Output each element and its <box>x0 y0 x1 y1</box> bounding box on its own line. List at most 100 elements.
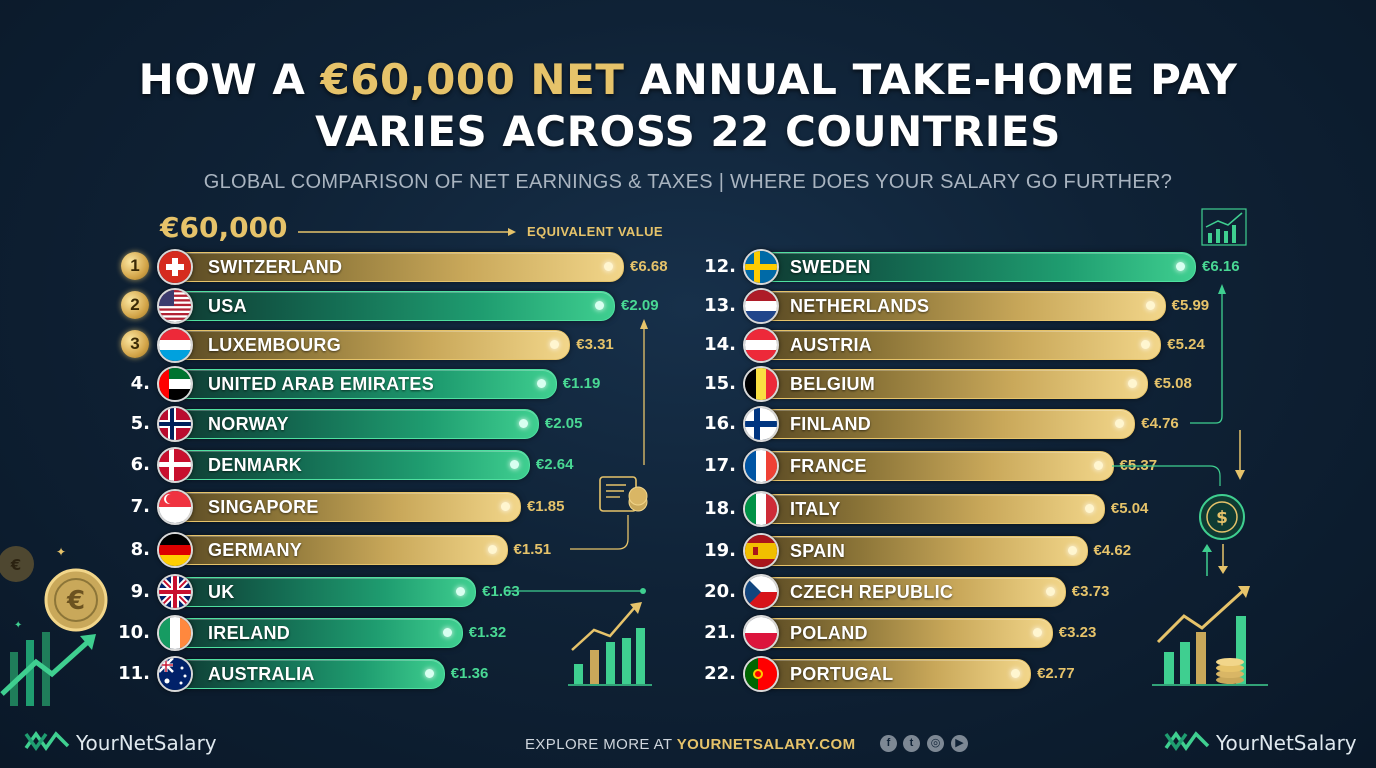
rank-label: 9. <box>130 581 150 602</box>
country-bar <box>174 618 463 648</box>
country-bar <box>174 492 521 522</box>
rank-label: 17. <box>704 455 736 476</box>
country-label: PORTUGAL <box>790 664 894 684</box>
explore-link[interactable]: EXPLORE MORE AT YOURNETSALARY.COM <box>525 736 856 753</box>
country-label: DENMARK <box>208 455 303 475</box>
value-label: €2.64 <box>535 456 574 473</box>
bar-end-dot <box>518 419 528 428</box>
country-bar <box>760 618 1053 648</box>
rank-label: 4. <box>130 373 150 394</box>
country-label: SINGAPORE <box>208 497 319 517</box>
title-highlight: €60,000 NET <box>320 55 625 104</box>
page-title-line2: VARIES ACROSS 22 COUNTRIES <box>315 107 1061 156</box>
country-bar <box>174 577 477 607</box>
rank-label: 20. <box>704 581 736 602</box>
value-label: €6.68 <box>630 258 668 275</box>
country-bar <box>174 252 624 282</box>
bar-end-dot <box>487 545 497 554</box>
connector-left-arrow-icon <box>570 319 648 550</box>
bar-end-dot <box>1141 340 1151 349</box>
sweden-flag <box>743 249 779 285</box>
country-label: SWITZERLAND <box>208 257 343 277</box>
explore-url[interactable]: YOURNETSALARY.COM <box>676 736 856 753</box>
bar-end-dot <box>1176 262 1185 271</box>
amount-label: €60,000 <box>160 211 288 244</box>
country-bar <box>760 536 1088 566</box>
instagram-icon[interactable]: ◎ <box>927 735 944 752</box>
connector-france-line <box>1112 465 1221 486</box>
country-label: IRELAND <box>208 623 291 643</box>
finland-flag <box>743 406 779 442</box>
value-label: €3.23 <box>1058 624 1097 641</box>
germany-flag <box>157 532 193 568</box>
youtube-icon[interactable]: ▶ <box>951 735 968 752</box>
country-label: USA <box>208 296 247 316</box>
rank-badge: 3 <box>121 330 149 358</box>
rank-label: 11. <box>118 663 150 684</box>
country-label: UNITED ARAB EMIRATES <box>208 374 434 394</box>
rank-badge: 1 <box>121 252 149 280</box>
luxembourg-flag <box>157 327 193 363</box>
country-label: BELGIUM <box>790 374 876 394</box>
belgium-flag <box>743 366 779 402</box>
bar-end-dot <box>595 301 605 310</box>
czech-flag <box>743 574 779 610</box>
country-label: CZECH REPUBLIC <box>790 582 954 602</box>
austria-flag <box>743 327 779 363</box>
rank-label: 22. <box>704 663 736 684</box>
connector-uk-line <box>505 588 646 594</box>
logo-right-icon <box>1164 730 1210 752</box>
svg-text:$: $ <box>1216 508 1228 528</box>
poland-flag <box>743 615 779 651</box>
bar-end-dot <box>604 262 613 271</box>
updown-arrows-icon <box>1202 544 1228 576</box>
denmark-flag <box>157 447 193 483</box>
bar-end-dot <box>442 628 452 637</box>
twitter-icon[interactable]: t <box>903 735 920 752</box>
ireland-flag <box>157 615 193 651</box>
country-label: AUSTRALIA <box>208 664 315 684</box>
bar-end-dot <box>1115 419 1125 428</box>
brand-right: YourNetSalary <box>1216 731 1357 755</box>
value-label: €4.76 <box>1141 415 1179 432</box>
down-arrow-icon <box>1235 430 1245 480</box>
country-label: SPAIN <box>790 541 846 561</box>
value-label: €5.99 <box>1171 297 1210 314</box>
australia-flag <box>157 656 193 692</box>
svg-text:€: € <box>66 586 85 616</box>
growth-coins-icon <box>1152 586 1268 686</box>
page-subtitle: GLOBAL COMPARISON OF NET EARNINGS & TAXE… <box>203 171 1173 193</box>
title-suffix: ANNUAL TAKE-HOME PAY <box>624 55 1238 104</box>
country-bar <box>174 535 508 565</box>
title-prefix: HOW A <box>138 55 321 104</box>
brand-left: YourNetSalary <box>76 731 217 755</box>
italy-flag <box>743 491 779 527</box>
bar-end-dot <box>424 669 434 678</box>
uk-flag <box>157 574 193 610</box>
country-label: GERMANY <box>208 540 303 560</box>
rank-label: 6. <box>130 454 150 475</box>
bar-end-dot <box>1128 379 1138 388</box>
bar-end-dot <box>509 460 519 469</box>
bar-end-dot <box>1067 546 1077 555</box>
bar-end-dot <box>1093 461 1103 470</box>
logo-left-icon <box>24 730 70 752</box>
singapore-flag <box>157 489 193 525</box>
value-label: €1.19 <box>562 375 601 392</box>
netherlands-flag <box>743 288 779 324</box>
rank-badge: 2 <box>121 291 149 319</box>
bar-end-dot <box>456 587 466 596</box>
bar-end-dot <box>1045 587 1055 596</box>
rank-label: 15. <box>704 373 736 394</box>
rank-label: 14. <box>704 334 736 355</box>
equivalent-value-label: EQUIVALENT VALUE <box>527 224 663 239</box>
country-label: NETHERLANDS <box>790 296 930 316</box>
country-bar <box>174 291 616 321</box>
rank-label: 10. <box>118 622 150 643</box>
rank-label: 8. <box>130 539 150 560</box>
switzerland-flag <box>157 249 193 285</box>
country-label: POLAND <box>790 623 868 643</box>
equivalent-arrow-icon <box>298 228 516 236</box>
spain-flag <box>743 533 779 569</box>
facebook-icon[interactable]: f <box>880 735 897 752</box>
